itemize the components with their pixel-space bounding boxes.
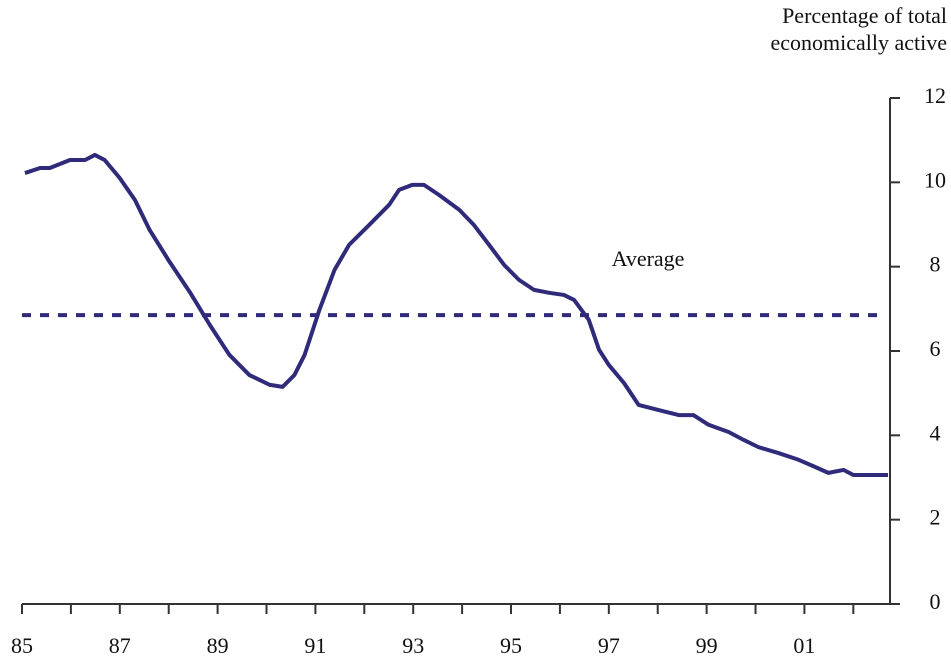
y-tick-label: 4 [930,420,941,445]
x-tick-label: 99 [696,633,718,658]
x-tick-label: 89 [207,633,229,658]
average-label: Average [612,246,685,271]
x-tick-label: 01 [793,633,815,658]
y-tick-label: 10 [924,167,946,192]
data-line [24,152,889,477]
x-tick-label: 91 [304,633,326,658]
x-tick-label: 85 [11,633,33,658]
y-tick-label: 0 [930,589,941,614]
y-axis-label: Percentage of total economically active [770,3,947,55]
y-tick-label: 6 [930,336,941,361]
x-tick-label: 97 [598,633,620,658]
y-tick-label: 8 [930,252,941,277]
y-tick-label: 2 [930,505,941,530]
y-tick-label: 12 [924,83,946,108]
x-tick-label: 93 [402,633,424,658]
x-tick-label: 95 [500,633,522,658]
x-tick-label: 87 [109,633,131,658]
